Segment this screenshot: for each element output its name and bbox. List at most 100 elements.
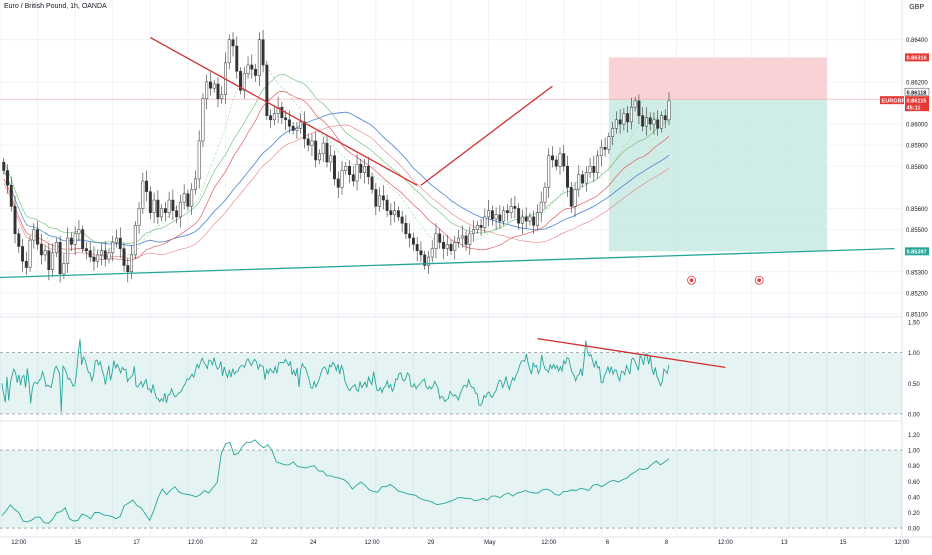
candle — [667, 92, 671, 126]
candle — [494, 207, 498, 230]
candle — [453, 235, 457, 260]
candles — [2, 30, 671, 283]
candle-body — [355, 163, 359, 182]
candle — [325, 134, 329, 168]
candle-body — [163, 208, 167, 213]
candle-body — [584, 172, 588, 184]
candle — [118, 227, 122, 259]
candle-body — [261, 39, 265, 66]
candle-body — [359, 163, 363, 173]
candle — [614, 111, 618, 134]
osc2-tick-label: 0.60 — [908, 480, 920, 486]
candle-body — [325, 142, 329, 163]
candle — [284, 110, 288, 131]
candle-body — [13, 206, 17, 235]
candle-body — [329, 155, 333, 163]
candle — [261, 30, 265, 73]
candle-body — [58, 241, 62, 275]
osc2-band — [0, 450, 902, 529]
candle — [660, 111, 663, 133]
candle — [509, 197, 513, 218]
candle — [603, 137, 607, 157]
time-tick-label: 8 — [665, 540, 669, 546]
candle — [295, 121, 299, 139]
candle — [306, 133, 310, 152]
candle — [652, 112, 656, 135]
candle-body — [17, 233, 21, 247]
candle — [54, 238, 58, 258]
candle-body — [160, 208, 164, 218]
candle — [239, 67, 242, 95]
candle-body — [54, 241, 58, 254]
candle — [314, 131, 318, 168]
candle-body — [509, 206, 513, 213]
candle-body — [92, 256, 96, 262]
trendline — [0, 247, 895, 279]
candle — [423, 250, 427, 270]
candle — [39, 233, 43, 265]
candle — [257, 32, 261, 87]
candle-body — [505, 210, 509, 213]
candle-body — [175, 210, 179, 218]
price-label-last: 0.86115 — [907, 98, 927, 104]
candle — [32, 223, 36, 249]
candle — [520, 209, 524, 234]
candle-body — [167, 199, 171, 213]
candle — [133, 221, 137, 260]
candle — [81, 225, 85, 253]
candle-body — [637, 100, 641, 116]
candle-body — [96, 254, 100, 262]
candle — [535, 204, 539, 231]
candle — [378, 187, 382, 212]
candle-body — [656, 119, 660, 129]
candle — [370, 172, 374, 194]
candle — [227, 34, 231, 70]
candle — [156, 190, 160, 225]
candle-body — [201, 98, 205, 142]
osc2-tick-label: 0.80 — [908, 464, 920, 470]
candle — [498, 205, 502, 229]
candle-body — [111, 241, 115, 254]
time-tick-label: 15 — [840, 540, 847, 546]
candle-body — [581, 174, 585, 184]
osc2-tick-label: 0.00 — [908, 527, 920, 533]
candle-body — [381, 195, 385, 201]
candle — [543, 182, 547, 209]
candle — [88, 242, 92, 263]
candle-body — [62, 263, 66, 275]
price-label-bg — [905, 103, 929, 112]
osc1-tick-label: 1.00 — [908, 351, 920, 357]
candle-body — [66, 237, 70, 264]
chart-extras — [687, 275, 764, 285]
event-marker-dot — [757, 278, 761, 283]
osc2-tick-label: 1.20 — [908, 433, 920, 439]
candle-body — [21, 246, 25, 262]
candle — [216, 77, 220, 108]
price-label-stop: 0.86316 — [907, 56, 927, 62]
candle-body — [660, 115, 663, 129]
candle — [404, 214, 408, 240]
price-label-bg — [880, 96, 904, 105]
ma-lower-band-2 — [3, 124, 670, 259]
candle — [51, 243, 55, 278]
candle-body — [272, 113, 276, 121]
candle — [629, 97, 633, 130]
candle-body — [36, 229, 40, 245]
candle — [344, 162, 348, 175]
candle — [528, 212, 532, 226]
candle — [160, 204, 164, 222]
candle — [430, 240, 434, 263]
candle — [532, 210, 536, 234]
candle — [442, 234, 445, 260]
candle-body — [562, 153, 566, 167]
symbol-title: Euro / British Pound, 1h, OANDA — [4, 3, 107, 10]
candle — [513, 195, 517, 218]
position-stop-zone — [608, 57, 827, 100]
candle-body — [340, 170, 344, 188]
candle — [502, 206, 506, 226]
candle-body — [254, 68, 258, 76]
candle-body — [220, 94, 224, 99]
candle-body — [498, 214, 502, 222]
